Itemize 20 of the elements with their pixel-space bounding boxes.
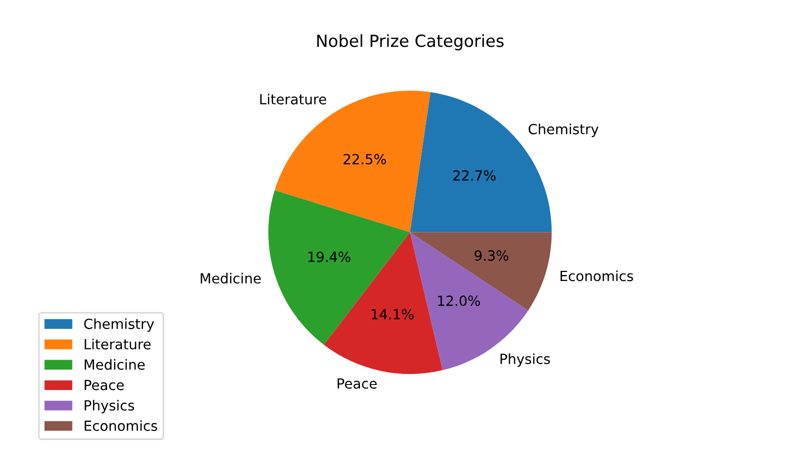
slice-label: Medicine	[200, 272, 261, 284]
chart-title: Nobel Prize Categories	[317, 34, 504, 50]
data-label: 14.1%	[372, 308, 414, 320]
slice-label: Literature	[260, 94, 326, 104]
data-label: 9.3%	[474, 250, 508, 261]
data-label: 22.7%	[453, 170, 496, 181]
legend-label: Physics	[84, 400, 134, 414]
legend-label: Medicine	[84, 359, 145, 370]
legend-label: Literature	[84, 338, 151, 350]
legend-label: Chemistry	[84, 318, 154, 332]
legend-label: Economics	[84, 420, 158, 432]
data-label: 12.0%	[438, 296, 480, 306]
data-label: 22.5%	[344, 154, 386, 164]
data-label: 19.4%	[308, 252, 350, 262]
slice-label: Physics	[500, 353, 550, 367]
pie-slice	[410, 232, 552, 310]
legend-label: Peace	[84, 380, 124, 390]
slice-label: Peace	[338, 378, 377, 389]
slice-label: Economics	[560, 270, 634, 282]
slice-label: Chemistry	[528, 124, 598, 138]
